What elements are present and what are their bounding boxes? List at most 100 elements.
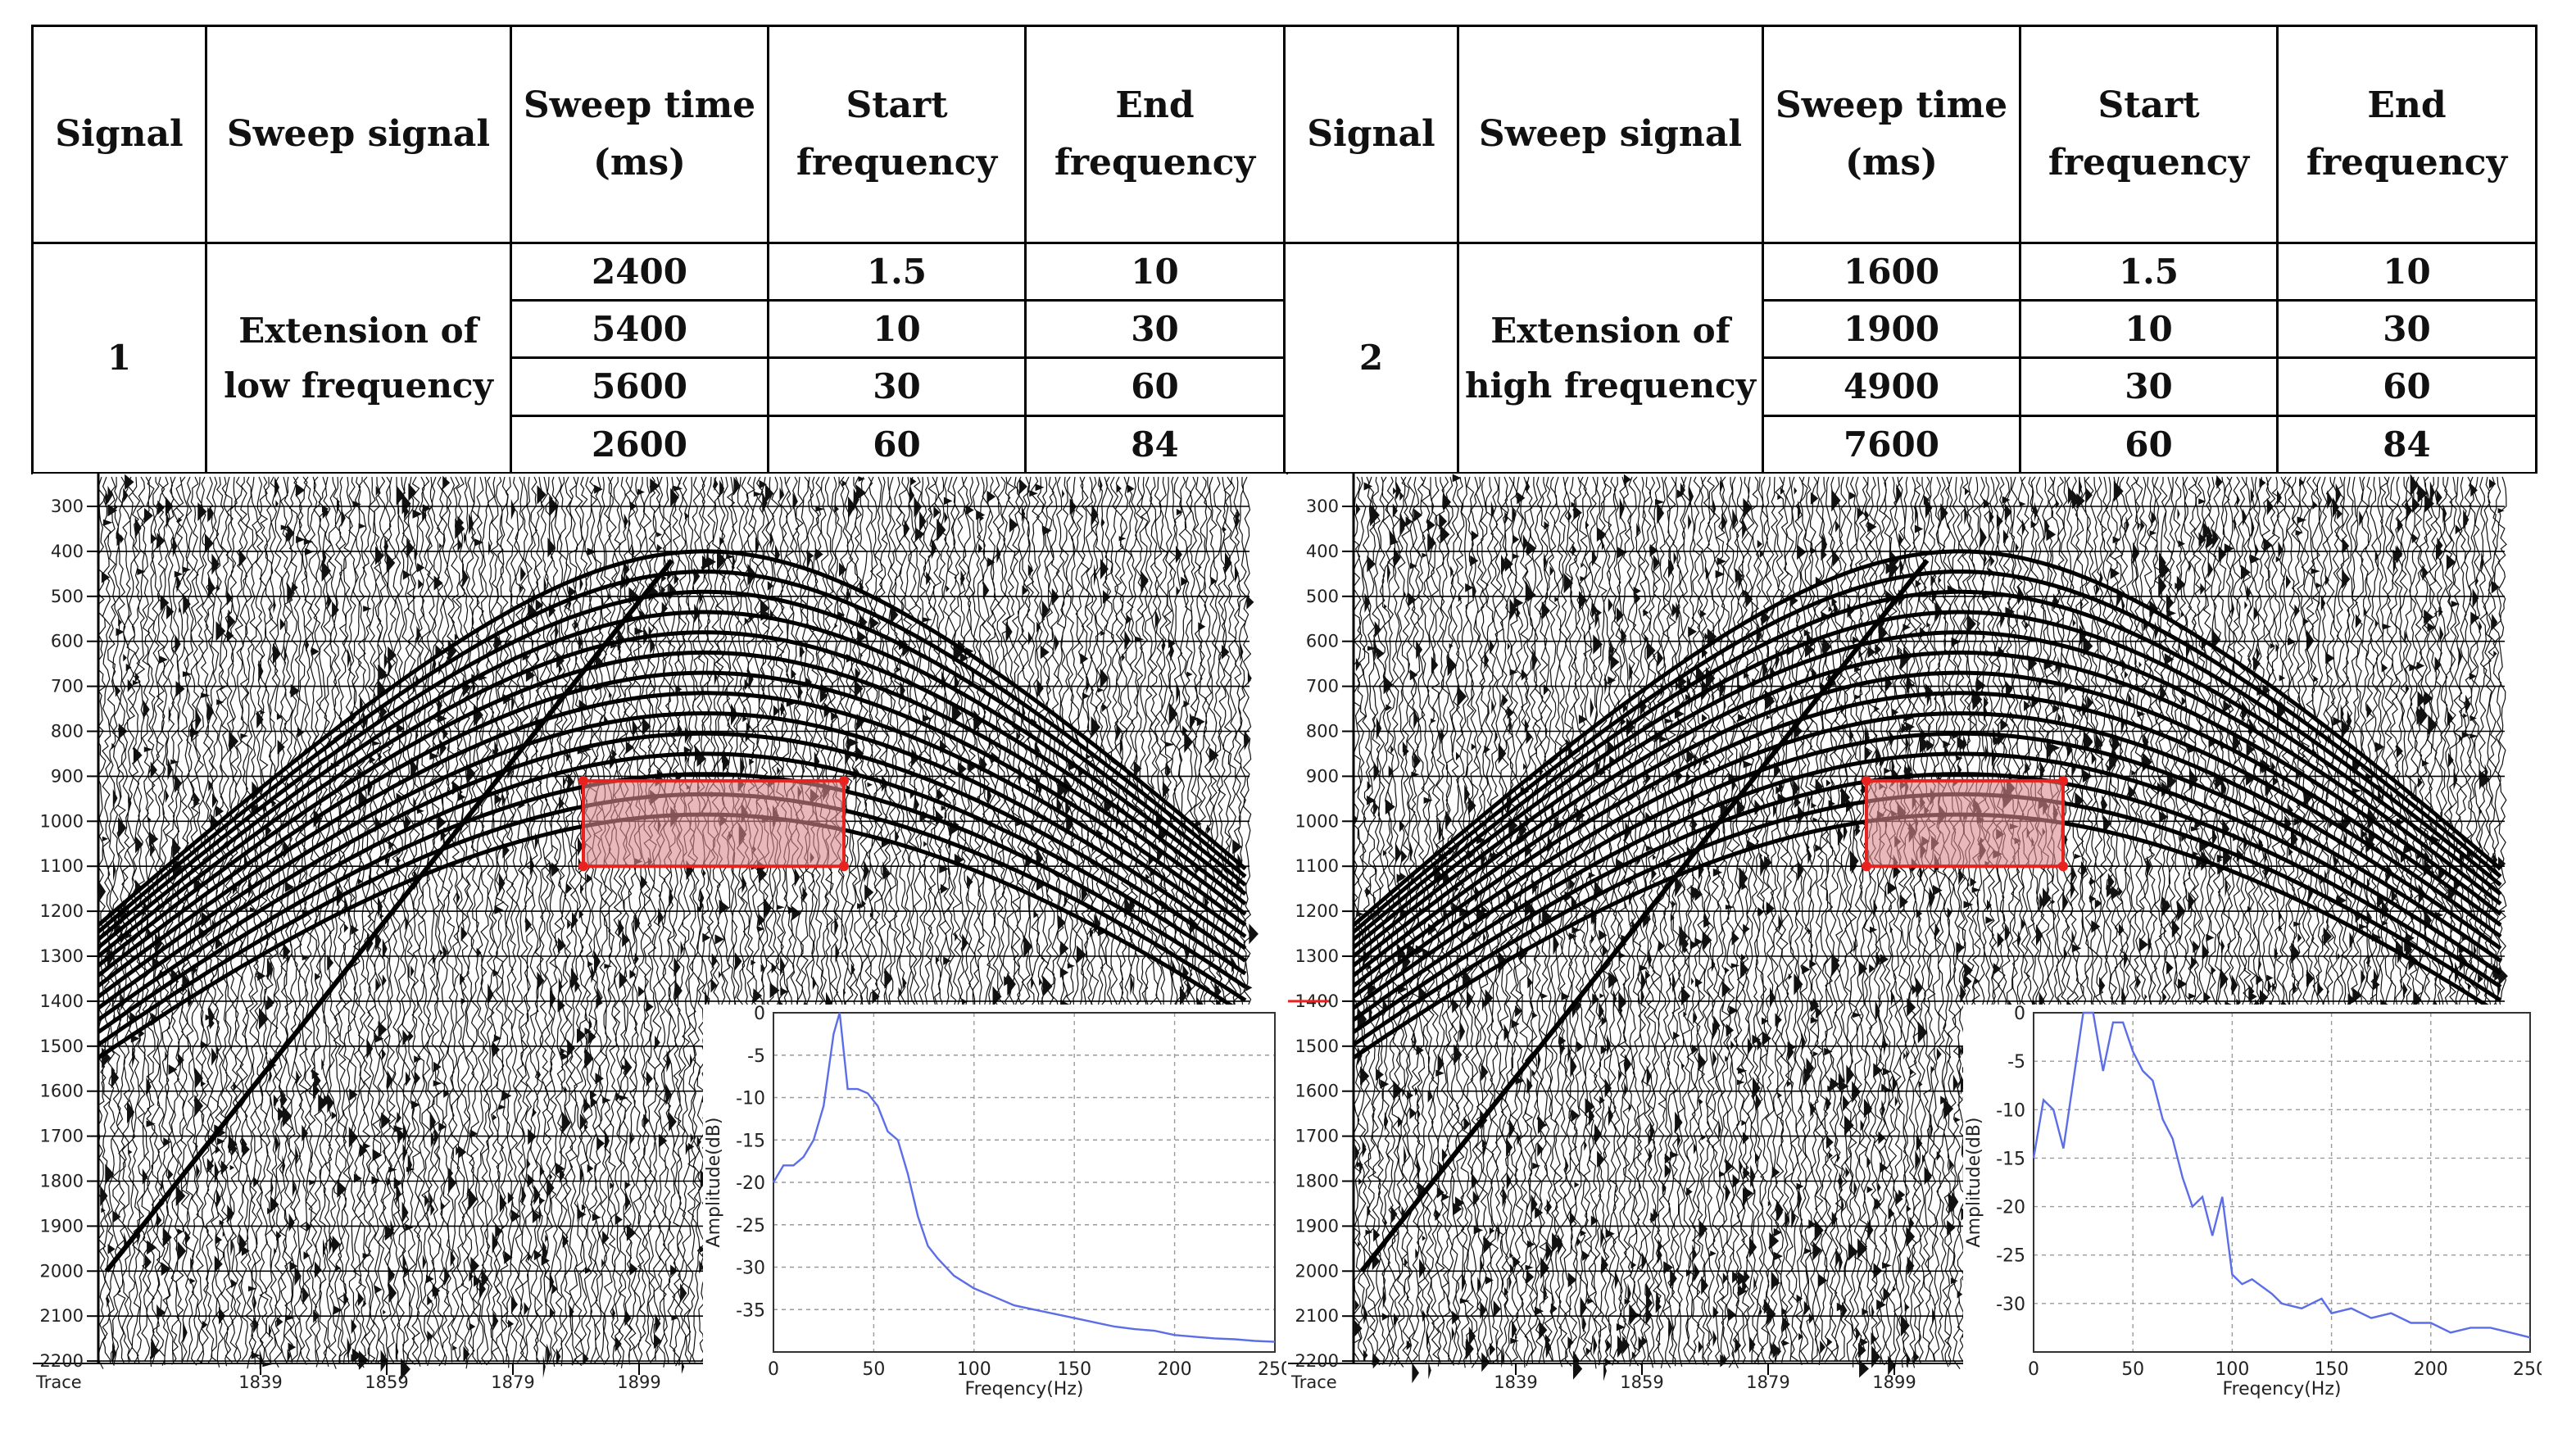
window-handle (2058, 861, 2068, 872)
time-tick-label: 2000 (40, 1261, 84, 1281)
noise-blobs (1354, 474, 2513, 1385)
trace-axis-label: Trace (35, 1372, 82, 1392)
spectrum-x-tick-label: 50 (2121, 1359, 2144, 1380)
time-tick-label: 1200 (40, 901, 84, 921)
time-tick-label: 1900 (1295, 1216, 1339, 1236)
time-tick-label: 1700 (40, 1127, 84, 1146)
time-tick-label: 1500 (1295, 1037, 1339, 1056)
time-tick-label: 300 (1306, 497, 1339, 516)
signal-2-start-frequency: 30 (2019, 356, 2279, 417)
header-start-frequency-1: Start frequency (767, 25, 1027, 244)
trace-tick-label: 1899 (1872, 1372, 1916, 1392)
spectrum-y-axis-label: Amplitude(dB) (704, 1118, 724, 1248)
header-sweep-time-1: Sweep time (ms) (510, 25, 769, 244)
header-end-frequency-2: End frequency (2276, 25, 2537, 244)
spectrum-x-tick-label: 100 (957, 1359, 991, 1380)
time-tick-label: 2100 (40, 1306, 84, 1326)
spectrum-y-tick-label: -5 (2007, 1052, 2025, 1073)
spectrum-series-line (2032, 1011, 2531, 1339)
table-row: 5600 30 60 4900 30 60 (33, 356, 2537, 417)
signal-1-start-frequency: 30 (767, 356, 1027, 417)
window-handle (578, 775, 588, 786)
time-grid-lines (1354, 506, 2505, 1362)
spectrum-y-tick-label: -30 (1996, 1295, 2025, 1315)
signal-2-start-frequency: 10 (2019, 299, 2279, 360)
seismic-panel-signal-1: 300 400 500 600 700 800 900 1000 1100 1200 1300 140… (33, 474, 1286, 1400)
signal-1-end-frequency: 60 (1024, 356, 1286, 417)
window-handle (839, 775, 849, 786)
time-tick-label: 1300 (40, 946, 84, 966)
spectrum-y-tick-label: -30 (736, 1259, 765, 1279)
signal-2-sweep-time: 1900 (1762, 299, 2021, 360)
signal-2-end-frequency: 60 (2276, 356, 2537, 417)
spectrum-y-tick-label: -5 (747, 1046, 765, 1067)
window-handle (1862, 861, 1871, 872)
header-sweep-time-2: Sweep time (ms) (1762, 25, 2021, 244)
signal-2-sweep-time: 4900 (1762, 356, 2021, 417)
spectrum-inset: 0 50 100 150 200 250 0 -5 -10 -15 -20 -25 -30 -35 Freq… (703, 1004, 1286, 1400)
time-tick-label: 300 (51, 497, 84, 516)
signal-2-start-frequency: 1.5 (2019, 241, 2279, 302)
time-tick-label: 800 (51, 722, 84, 742)
time-tick-label: 2100 (1295, 1306, 1339, 1326)
signal-2-start-frequency: 60 (2019, 414, 2279, 474)
seismic-panel-signal-2: 300 400 500 600 700 800 900 1000 1100 1200 1300 140… (1288, 474, 2542, 1400)
signal-2-sweep-time: 1600 (1762, 241, 2021, 302)
table-row: 5400 10 30 1900 10 30 (33, 299, 2537, 360)
spectrum-background (1963, 1005, 2542, 1400)
spectrum-y-tick-label: -10 (1996, 1100, 2025, 1121)
spectrum-y-tick-label: 0 (754, 1004, 765, 1024)
spectrum-y-tick-label: -25 (1996, 1246, 2025, 1267)
window-handle (578, 861, 588, 872)
spectrum-x-tick-label: 200 (2414, 1359, 2448, 1380)
spectrum-x-tick-label: 250 (1258, 1359, 1286, 1380)
header-start-frequency-2: Start frequency (2019, 25, 2279, 244)
trace-tick-label: 1859 (365, 1372, 408, 1392)
spectrum-y-tick-label: -25 (736, 1216, 765, 1236)
signal-1-sweep-time: 5400 (510, 299, 769, 360)
time-tick-label: 700 (1306, 677, 1339, 696)
direct-wave (1359, 559, 1930, 1273)
noise-blobs (98, 474, 1259, 1381)
spectrum-x-tick-label: 0 (768, 1359, 779, 1380)
spectrum-x-axis-label: Freqency(Hz) (2223, 1379, 2342, 1400)
trace-tick-label: 1839 (1494, 1372, 1537, 1392)
time-tick-label: 600 (51, 632, 84, 651)
spectrum-background (703, 1005, 1286, 1400)
time-tick-label: 1800 (40, 1172, 84, 1191)
window-handle (839, 861, 849, 872)
signal-1-id: 1 (31, 242, 207, 474)
time-tick-label: 400 (1306, 542, 1339, 561)
time-tick-label: 1000 (1295, 811, 1339, 831)
signal-1-sweep-time: 2600 (510, 414, 769, 474)
time-tick-label: 700 (51, 677, 84, 696)
trace-tick-label: 1879 (491, 1372, 534, 1392)
time-tick-label: 1600 (1295, 1082, 1339, 1101)
time-tick-label: 1500 (40, 1037, 84, 1056)
trace-tick-label: 1839 (238, 1372, 282, 1392)
signal-2-sweep-time: 7600 (1762, 414, 2021, 474)
time-tick-label: 1100 (40, 856, 84, 876)
time-axis: 300 400 500 600 700 800 900 1000 1100 1200 1300 140… (40, 497, 98, 1371)
signal-1-start-frequency: 10 (767, 299, 1027, 360)
signal-1-start-frequency: 1.5 (767, 241, 1027, 302)
spectrum-y-tick-label: -15 (736, 1131, 765, 1151)
signal-2-end-frequency: 10 (2276, 241, 2537, 302)
trace-tick-label: 1899 (617, 1372, 660, 1392)
spectrum-y-tick-label: -20 (736, 1173, 765, 1194)
time-tick-label: 1600 (40, 1082, 84, 1101)
window-handle (2058, 775, 2068, 786)
signal-1-end-frequency: 84 (1024, 414, 1286, 474)
spectrum-y-axis-label: Amplitude(dB) (1964, 1118, 1984, 1248)
spectrum-y-tick-label: 0 (2014, 1004, 2025, 1024)
spectrum-y-tick-label: -10 (736, 1089, 765, 1109)
spectrum-inset: 0 50 100 150 200 250 0 -5 -10 -15 -20 -25 -30 Freqenc… (1963, 1004, 2542, 1400)
spectrum-x-tick-label: 150 (1057, 1359, 1091, 1380)
seismic-gather-signal-2: 3004005006007008009001000110012001300140… (1288, 474, 2542, 1400)
time-tick-label: 400 (51, 542, 84, 561)
trace-tick-label: 1879 (1746, 1372, 1789, 1392)
time-tick-label: 1000 (40, 811, 84, 831)
spectrum-x-axis-label: Freqency(Hz) (965, 1379, 1084, 1400)
analysis-window (1865, 778, 2065, 869)
signal-2-end-frequency: 84 (2276, 414, 2537, 474)
